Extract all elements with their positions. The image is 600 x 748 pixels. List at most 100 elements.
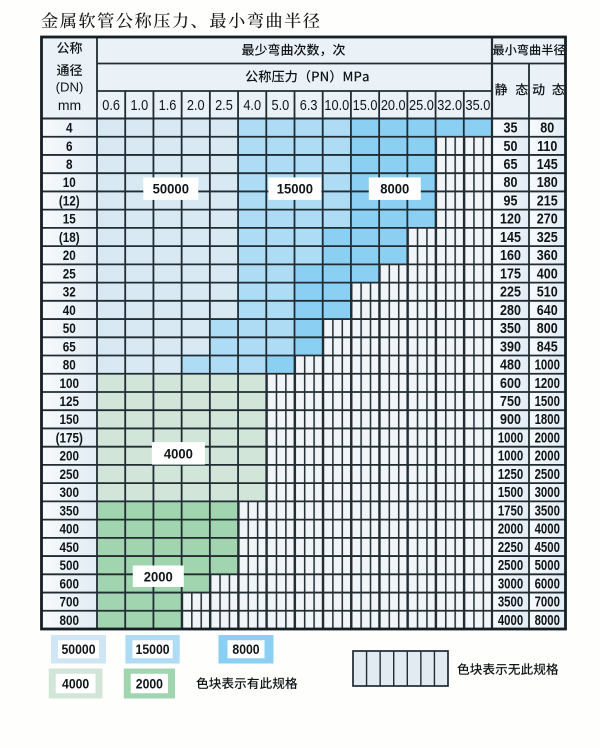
svg-text:750: 750: [500, 393, 521, 409]
svg-text:65: 65: [63, 340, 76, 355]
svg-text:1200: 1200: [535, 374, 560, 391]
svg-text:215: 215: [537, 193, 558, 209]
svg-text:10: 10: [63, 175, 76, 190]
svg-text:15000: 15000: [277, 181, 314, 197]
svg-text:1000: 1000: [498, 429, 523, 446]
svg-text:1750: 1750: [498, 502, 523, 519]
svg-text:8000: 8000: [232, 641, 259, 657]
svg-text:800: 800: [59, 613, 79, 628]
svg-text:40: 40: [63, 303, 76, 318]
svg-text:1250: 1250: [498, 466, 523, 483]
svg-text:1500: 1500: [498, 484, 523, 501]
svg-text:5.0: 5.0: [272, 97, 290, 113]
svg-text:3000: 3000: [535, 484, 560, 501]
svg-text:95: 95: [504, 193, 518, 209]
svg-text:800: 800: [537, 320, 558, 336]
svg-text:4000: 4000: [164, 446, 193, 462]
svg-text:50: 50: [63, 321, 76, 336]
svg-text:175: 175: [500, 266, 521, 282]
svg-text:2000: 2000: [144, 569, 173, 585]
svg-text:300: 300: [59, 485, 79, 500]
svg-text:2.5: 2.5: [215, 97, 233, 113]
svg-text:50000: 50000: [62, 641, 96, 657]
svg-text:3500: 3500: [498, 593, 523, 610]
svg-text:(12): (12): [59, 194, 80, 209]
svg-text:350: 350: [59, 504, 79, 519]
svg-text:8: 8: [66, 157, 73, 172]
svg-text:8000: 8000: [535, 611, 560, 628]
svg-text:6.3: 6.3: [300, 97, 318, 113]
svg-text:(18): (18): [59, 230, 80, 245]
svg-text:125: 125: [59, 394, 79, 409]
svg-text:390: 390: [500, 338, 521, 354]
svg-text:1.6: 1.6: [159, 97, 177, 113]
svg-text:1800: 1800: [535, 411, 560, 428]
svg-text:2250: 2250: [498, 539, 523, 556]
svg-text:700: 700: [59, 595, 79, 610]
svg-text:6: 6: [66, 139, 73, 154]
svg-text:845: 845: [537, 338, 558, 354]
svg-text:35.0: 35.0: [465, 97, 490, 113]
svg-text:3000: 3000: [498, 575, 523, 592]
svg-text:25.0: 25.0: [409, 97, 434, 113]
svg-text:15: 15: [63, 212, 76, 227]
svg-text:80: 80: [540, 120, 554, 136]
svg-text:900: 900: [500, 411, 521, 427]
svg-text:80: 80: [63, 358, 76, 373]
svg-text:1000: 1000: [535, 356, 560, 373]
svg-text:640: 640: [537, 302, 558, 318]
svg-text:3500: 3500: [535, 502, 560, 519]
svg-text:15.0: 15.0: [353, 97, 378, 113]
svg-text:2000: 2000: [498, 520, 523, 537]
svg-text:50: 50: [504, 138, 518, 154]
svg-text:325: 325: [537, 229, 558, 245]
svg-text:360: 360: [537, 247, 558, 263]
svg-text:145: 145: [500, 229, 521, 245]
svg-text:2500: 2500: [535, 466, 560, 483]
svg-text:8000: 8000: [380, 181, 409, 197]
svg-text:7000: 7000: [535, 593, 560, 610]
svg-text:250: 250: [59, 467, 79, 482]
svg-text:4000: 4000: [498, 611, 523, 628]
svg-text:1000: 1000: [498, 447, 523, 464]
svg-text:4000: 4000: [62, 676, 89, 692]
svg-text:480: 480: [500, 357, 521, 373]
svg-text:350: 350: [500, 320, 521, 336]
svg-text:4.0: 4.0: [243, 97, 261, 113]
svg-text:2000: 2000: [136, 676, 163, 692]
svg-text:180: 180: [537, 174, 558, 190]
svg-text:5000: 5000: [535, 557, 560, 574]
svg-text:20: 20: [63, 248, 76, 263]
svg-text:(DN): (DN): [56, 80, 84, 95]
svg-text:2000: 2000: [535, 429, 560, 446]
svg-text:450: 450: [59, 540, 79, 555]
svg-text:270: 270: [537, 211, 558, 227]
svg-text:80: 80: [504, 174, 518, 190]
svg-text:20.0: 20.0: [381, 97, 406, 113]
svg-text:(175): (175): [56, 431, 83, 446]
svg-text:160: 160: [500, 247, 521, 263]
svg-text:2000: 2000: [535, 447, 560, 464]
svg-text:150: 150: [59, 412, 79, 427]
svg-text:280: 280: [500, 302, 521, 318]
svg-text:145: 145: [537, 156, 558, 172]
svg-text:120: 120: [500, 211, 521, 227]
svg-text:4: 4: [66, 121, 73, 136]
svg-text:4000: 4000: [535, 520, 560, 537]
svg-text:600: 600: [500, 375, 521, 391]
svg-text:10.0: 10.0: [324, 97, 349, 113]
svg-text:32: 32: [63, 285, 76, 300]
svg-text:400: 400: [59, 522, 79, 537]
svg-text:32.0: 32.0: [437, 97, 462, 113]
svg-text:1.0: 1.0: [130, 97, 148, 113]
svg-text:65: 65: [504, 156, 518, 172]
svg-text:mm: mm: [58, 97, 81, 113]
svg-text:0.6: 0.6: [102, 97, 120, 113]
svg-text:510: 510: [537, 284, 558, 300]
svg-text:110: 110: [537, 138, 557, 154]
svg-text:2500: 2500: [498, 557, 523, 574]
svg-text:25: 25: [63, 267, 76, 282]
svg-text:6000: 6000: [535, 575, 560, 592]
svg-text:1500: 1500: [535, 393, 560, 410]
svg-text:2.0: 2.0: [187, 97, 205, 113]
